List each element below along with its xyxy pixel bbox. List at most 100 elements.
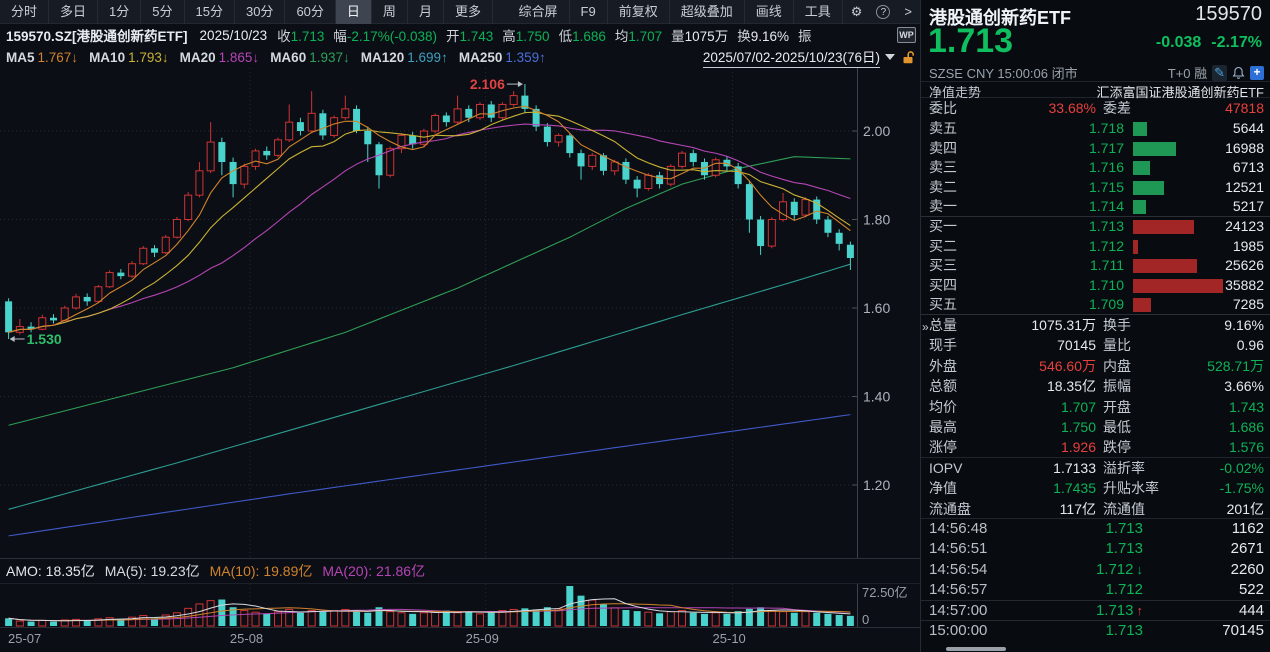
order-volume: 5217 (1232, 198, 1264, 215)
tool-tab-5[interactable]: 工具 (794, 0, 843, 24)
nav-trend-link[interactable]: 净值走势 (929, 85, 982, 100)
order-level-label: 卖四 (929, 139, 957, 156)
amo-ma5: MA(5): 19.23亿 (104, 563, 200, 579)
tick-volume: 2671 (1230, 540, 1264, 558)
quote-field-label: 量 (671, 29, 685, 44)
period-tab-3[interactable]: 5分 (141, 0, 185, 24)
stat-label: 溢折率 (1103, 459, 1145, 476)
tick-price: 1.713 (1105, 622, 1143, 640)
tool-tab-3[interactable]: 超级叠加 (670, 0, 745, 24)
wp-badge[interactable]: WP (897, 27, 916, 43)
ask-row[interactable]: 卖一 1.714 5217 (921, 197, 1270, 217)
ma-value: 1.699↑ (407, 49, 448, 65)
ma-label: MA20 (179, 49, 216, 65)
quote-field-4: 低1.686 (559, 25, 606, 45)
ask-row[interactable]: 卖三 1.716 6713 (921, 158, 1270, 178)
stat-label: 总额 (929, 378, 957, 395)
tick-list-scrollbar[interactable] (946, 647, 1006, 651)
ask-row[interactable]: 卖五 1.718 5644 (921, 119, 1270, 139)
tool-tab-2[interactable]: 前复权 (608, 0, 670, 24)
order-volume-bar (1133, 259, 1198, 274)
bid-row[interactable]: 买五 1.709 7285 (921, 295, 1270, 315)
period-tab-2[interactable]: 1分 (98, 0, 142, 24)
stat-label: 涨停 (929, 439, 957, 456)
trade-flags: T+0 融 (1167, 66, 1208, 81)
unlock-icon[interactable] (901, 50, 916, 65)
settings-gear-icon[interactable]: ⚙ (850, 3, 863, 19)
quote-field-label: 换 (737, 29, 751, 44)
security-name: 港股通创新药ETF (929, 8, 1071, 28)
tick-price: 1.712 ↓ (1095, 560, 1143, 578)
period-tab-5[interactable]: 30分 (235, 0, 286, 24)
tool-tab-1[interactable]: F9 (570, 0, 608, 24)
ask-row[interactable]: 卖四 1.717 16988 (921, 139, 1270, 159)
period-toolbar: 分时 多日 1分 5分 15分 30分 60分日周月更多 综合屏 F9 前复权 超级叠加 画线 工具 … (0, 0, 920, 24)
bid-row[interactable]: 买二 1.712 1985 (921, 237, 1270, 257)
ma-value: 1.793↓ (128, 49, 169, 65)
order-level-label: 买四 (929, 276, 957, 293)
stat-label: 跌停 (1103, 439, 1131, 456)
candlestick-chart[interactable]: 2.00 1.80 1.60 1.40 1.20 2.106 1.530 (0, 68, 920, 558)
nav-row[interactable]: 净值走势 汇添富国证港股通创新药ETF (921, 82, 1270, 100)
order-volume: 16988 (1225, 139, 1264, 156)
tool-tab-0[interactable]: 综合屏 (508, 0, 570, 24)
add-to-watchlist-icon[interactable]: + (1250, 65, 1264, 80)
help-icon[interactable]: ? (876, 4, 891, 19)
period-tab-8[interactable]: 周 (372, 0, 408, 24)
quote-field-value: -2.17%(-0.038) (346, 29, 437, 44)
order-level-label: 卖一 (929, 198, 957, 215)
caret-down-icon[interactable] (885, 54, 895, 60)
tick-time: 14:56:51 (929, 540, 988, 558)
time-axis: 25-07 25-08 25-09 25-10 (0, 628, 920, 652)
bid-row[interactable]: 买三 1.711 25626 (921, 256, 1270, 276)
order-price: 1.717 (1088, 139, 1124, 156)
tick-volume: 444 (1238, 602, 1264, 620)
bid-row[interactable]: 买一 1.713 24123 (921, 217, 1270, 237)
quote-field-label: 幅 (333, 29, 347, 44)
weibi-value: 33.68% (1048, 100, 1096, 116)
amo-ma20: MA(20): 21.86亿 (322, 563, 426, 579)
quote-field-8: 振 (798, 25, 812, 45)
date-range-selector[interactable]: 2025/07/02-2025/10/23(76日) (702, 46, 880, 68)
stat-value: 70145 (1057, 337, 1096, 354)
ma-item-5: MA250 1.359↑ (459, 50, 546, 65)
period-tab-7[interactable]: 日 (335, 0, 372, 24)
period-tab-4[interactable]: 15分 (185, 0, 235, 24)
bid-row[interactable]: 买四 1.710 35882 (921, 276, 1270, 296)
alert-bell-icon[interactable] (1232, 66, 1245, 80)
quote-field-value: 1.750 (515, 29, 550, 44)
order-volume-bar (1133, 141, 1176, 156)
tool-tab-4[interactable]: 画线 (745, 0, 794, 24)
period-tab-1[interactable]: 多日 (49, 0, 99, 24)
stat-value: 1.926 (1060, 439, 1096, 456)
order-price: 1.709 (1088, 296, 1124, 313)
stat-label: 升贴水率 (1103, 480, 1159, 497)
tick-row: 14:56:48 1.713 1162 (921, 519, 1270, 539)
edit-pencil-icon[interactable]: ✎ (1212, 64, 1227, 81)
weicha-value: 47818 (1225, 100, 1264, 116)
tick-list[interactable]: 14:56:48 1.713 1162 14:56:51 1.713 2671 14:56:… (921, 519, 1270, 641)
tick-price: 1.712 (1105, 580, 1143, 598)
ask-row[interactable]: 卖二 1.715 12521 (921, 178, 1270, 198)
period-tab-9[interactable]: 月 (408, 0, 444, 24)
volume-chart[interactable]: 72.50亿 0 (0, 584, 920, 628)
stat-label: 现手 (929, 337, 957, 354)
panel-collapse-icon[interactable]: » (922, 320, 929, 334)
period-tab-10[interactable]: 更多 (444, 0, 493, 24)
tick-volume: 1162 (1231, 520, 1264, 537)
ma-item-0: MA5 1.767↓ (6, 50, 78, 65)
chevron-right-icon[interactable]: > (904, 4, 912, 19)
order-level-label: 买一 (929, 218, 957, 234)
order-level-label: 买二 (929, 237, 957, 254)
stat-row: 均价 1.707 开盘 1.743 (921, 397, 1270, 417)
order-volume-bar (1133, 122, 1148, 136)
svg-text:1.80: 1.80 (863, 212, 890, 228)
stat-label: 内盘 (1103, 357, 1131, 374)
stat-row: 流通盘 117亿 流通值 201亿 (921, 499, 1270, 519)
period-tab-0[interactable]: 分时 (0, 0, 50, 24)
period-tab-6[interactable]: 60分 (285, 0, 336, 24)
order-volume: 6713 (1232, 159, 1264, 176)
stat-value: 1075.31万 (1031, 317, 1096, 333)
order-volume-bar (1133, 180, 1165, 195)
